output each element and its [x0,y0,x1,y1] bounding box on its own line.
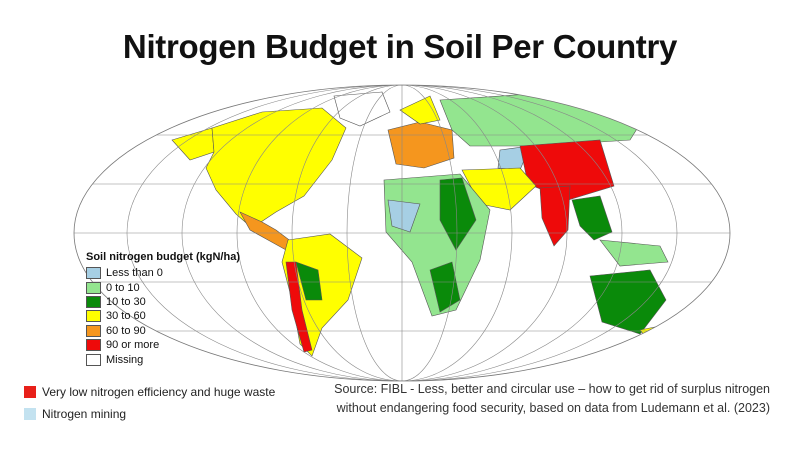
legend-item: 90 or more [86,338,240,352]
legend-item: 10 to 30 [86,295,240,309]
legend-label: Missing [106,353,144,366]
continents [171,91,669,357]
legend-item: 60 to 90 [86,324,240,338]
legend-label: 10 to 30 [106,295,146,308]
source: Source: FIBL - Less, better and circular… [334,382,770,415]
legend-swatch [86,310,101,323]
legend-swatch [86,295,101,308]
legend-swatch [86,339,101,352]
legend-label: Less than 0 [106,267,163,280]
chart-title: Nitrogen Budget in Soil Per Country [122,28,678,65]
note-swatch [24,408,36,420]
globe-outline [73,84,731,382]
legend-item: Less than 0 [86,266,240,280]
legend-item: Missing [86,352,240,366]
legend-swatch [86,324,101,337]
note-swatch [24,386,36,398]
legend-label: 0 to 10 [106,281,140,294]
note-label: Nitrogen mining [42,407,127,421]
legend-swatch [86,353,101,366]
note-item: Very low nitrogen efficiency and huge wa… [24,381,275,403]
legend-item: 30 to 60 [86,309,240,323]
graticule [74,85,730,381]
legend-title: Soil nitrogen budget (kgN/ha) [86,251,240,263]
notes: Very low nitrogen efficiency and huge wa… [24,381,275,425]
legend-item: 0 to 10 [86,280,240,294]
legend: Soil nitrogen budget (kgN/ha) Less than … [86,251,240,367]
note-label: Very low nitrogen efficiency and huge wa… [42,385,276,399]
note-item: Nitrogen mining [24,403,275,425]
legend-swatch [86,281,101,294]
legend-label: 30 to 60 [106,310,146,323]
legend-label: 60 to 90 [106,324,146,337]
legend-swatch [86,267,101,280]
legend-label: 90 or more [106,339,160,352]
map-body [74,85,730,381]
